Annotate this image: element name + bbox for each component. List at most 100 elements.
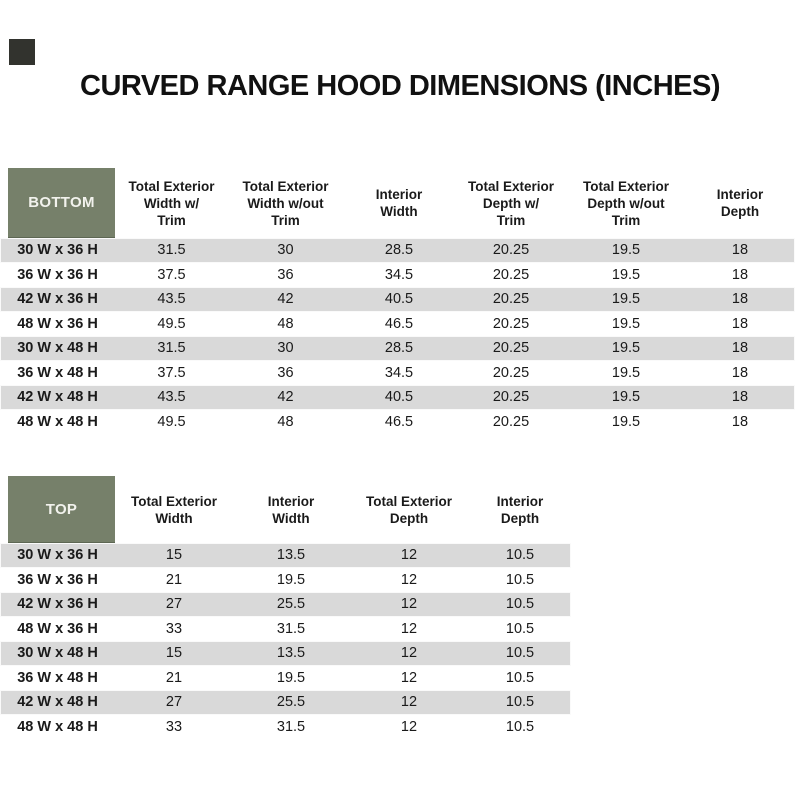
column-header: Total Exterior Width w/out Trim <box>242 178 329 228</box>
cell-value: 28.5 <box>384 340 414 357</box>
row-label: 42 W x 48 H <box>17 694 98 711</box>
cell-value: 18 <box>731 389 749 406</box>
cell-value: 18 <box>731 242 749 259</box>
table-row: 30 W x 36 H 31.5 30 28.5 20.25 19.5 18 <box>0 238 795 263</box>
cell-value: 12 <box>400 571 418 588</box>
cell-value: 49.5 <box>157 315 186 332</box>
cell-value: 13.5 <box>276 547 306 564</box>
cell-value: 18 <box>731 340 749 357</box>
cell-value: 20.25 <box>492 242 530 259</box>
table-row: 42 W x 36 H 27 25.5 12 10.5 <box>0 592 571 617</box>
cell-value: 33 <box>165 718 183 735</box>
row-label: 42 W x 36 H <box>17 291 98 308</box>
cell-value: 28.5 <box>384 242 414 259</box>
row-label: 36 W x 36 H <box>17 571 98 588</box>
table-row: 36 W x 36 H 37.5 36 34.5 20.25 19.5 18 <box>0 263 795 288</box>
cell-value: 19.5 <box>611 315 641 332</box>
cell-value: 48 <box>277 315 294 332</box>
cell-value: 20.25 <box>492 340 530 357</box>
bottom-dimensions-table: BOTTOM Total Exterior Width w/Trim Total E… <box>0 168 795 434</box>
cell-value: 27 <box>165 596 183 613</box>
table-row: 36 W x 36 H 21 19.5 12 10.5 <box>0 568 571 593</box>
table-header-row: BOTTOM Total Exterior Width w/Trim Total E… <box>0 168 795 238</box>
column-header: Total Exterior Depth w/out Trim <box>582 178 670 228</box>
cell-value: 19.5 <box>611 291 641 308</box>
cell-value: 31.5 <box>157 340 186 357</box>
cell-value: 20.25 <box>492 291 530 308</box>
table-row: 48 W x 36 H 49.5 48 46.5 20.25 19.5 18 <box>0 312 795 337</box>
row-label: 36 W x 48 H <box>17 669 98 686</box>
table-row: 30 W x 48 H 15 13.5 12 10.5 <box>0 641 571 666</box>
table-row: 48 W x 48 H 49.5 48 46.5 20.25 19.5 18 <box>0 410 795 435</box>
corner-mark <box>9 39 35 65</box>
cell-value: 12 <box>400 694 418 711</box>
cell-value: 46.5 <box>384 315 414 332</box>
cell-value: 12 <box>400 620 418 637</box>
cell-value: 49.5 <box>157 413 186 430</box>
cell-value: 20.25 <box>492 266 530 283</box>
table-body: 30 W x 36 H 15 13.5 12 10.5 36 W x 36 H 21 19.5… <box>0 543 571 739</box>
row-label: 30 W x 48 H <box>17 645 98 662</box>
cell-value: 20.25 <box>492 315 530 332</box>
cell-value: 37.5 <box>157 266 186 283</box>
row-label: 48 W x 36 H <box>17 315 98 332</box>
row-label: 36 W x 48 H <box>17 364 98 381</box>
column-header: Total Exterior Depth w/Trim <box>467 178 555 228</box>
table-row: 48 W x 48 H 33 31.5 12 10.5 <box>0 715 571 740</box>
cell-value: 34.5 <box>384 364 414 381</box>
table-label-cell: TOP <box>0 476 115 543</box>
table-row: 36 W x 48 H 37.5 36 34.5 20.25 19.5 18 <box>0 361 795 386</box>
cell-value: 18 <box>731 315 749 332</box>
cell-value: 19.5 <box>611 340 641 357</box>
cell-value: 10.5 <box>505 694 535 711</box>
cell-value: 19.5 <box>276 669 306 686</box>
cell-value: 20.25 <box>492 364 530 381</box>
row-label: 30 W x 36 H <box>17 547 98 564</box>
cell-value: 20.25 <box>492 413 530 430</box>
cell-value: 10.5 <box>505 571 535 588</box>
cell-value: 12 <box>400 669 418 686</box>
cell-value: 19.5 <box>611 266 641 283</box>
cell-value: 10.5 <box>505 596 535 613</box>
cell-value: 19.5 <box>611 242 641 259</box>
cell-value: 40.5 <box>384 389 414 406</box>
cell-value: 20.25 <box>492 389 530 406</box>
row-label: 48 W x 48 H <box>17 718 98 735</box>
cell-value: 21 <box>165 669 183 686</box>
table-body: 30 W x 36 H 31.5 30 28.5 20.25 19.5 18 36 W x 3… <box>0 238 795 434</box>
cell-value: 21 <box>165 571 183 588</box>
cell-value: 33 <box>165 620 183 637</box>
bottom-table-label: BOTTOM <box>8 168 115 238</box>
cell-value: 13.5 <box>276 645 306 662</box>
cell-value: 25.5 <box>276 596 306 613</box>
cell-value: 30 <box>277 340 294 357</box>
cell-value: 12 <box>400 645 418 662</box>
cell-value: 27 <box>165 694 183 711</box>
cell-value: 10.5 <box>505 620 535 637</box>
cell-value: 42 <box>277 291 294 308</box>
column-header: Total Exterior Width <box>130 493 218 526</box>
table-row: 48 W x 36 H 33 31.5 12 10.5 <box>0 617 571 642</box>
cell-value: 40.5 <box>384 291 414 308</box>
cell-value: 18 <box>731 291 749 308</box>
cell-value: 46.5 <box>384 413 414 430</box>
row-label: 36 W x 36 H <box>17 266 98 283</box>
row-label: 42 W x 48 H <box>17 389 98 406</box>
column-header: Total Exterior Width w/Trim <box>128 178 215 228</box>
cell-value: 10.5 <box>505 645 535 662</box>
cell-value: 48 <box>277 413 294 430</box>
cell-value: 15 <box>165 547 183 564</box>
row-label: 42 W x 36 H <box>17 596 98 613</box>
cell-value: 37.5 <box>157 364 186 381</box>
row-label: 30 W x 36 H <box>17 242 98 259</box>
cell-value: 31.5 <box>157 242 186 259</box>
table-row: 42 W x 48 H 27 25.5 12 10.5 <box>0 690 571 715</box>
cell-value: 15 <box>165 645 183 662</box>
cell-value: 19.5 <box>611 413 641 430</box>
cell-value: 18 <box>731 266 749 283</box>
top-table-label: TOP <box>8 476 115 543</box>
cell-value: 18 <box>731 364 749 381</box>
cell-value: 43.5 <box>157 389 186 406</box>
cell-value: 12 <box>400 596 418 613</box>
